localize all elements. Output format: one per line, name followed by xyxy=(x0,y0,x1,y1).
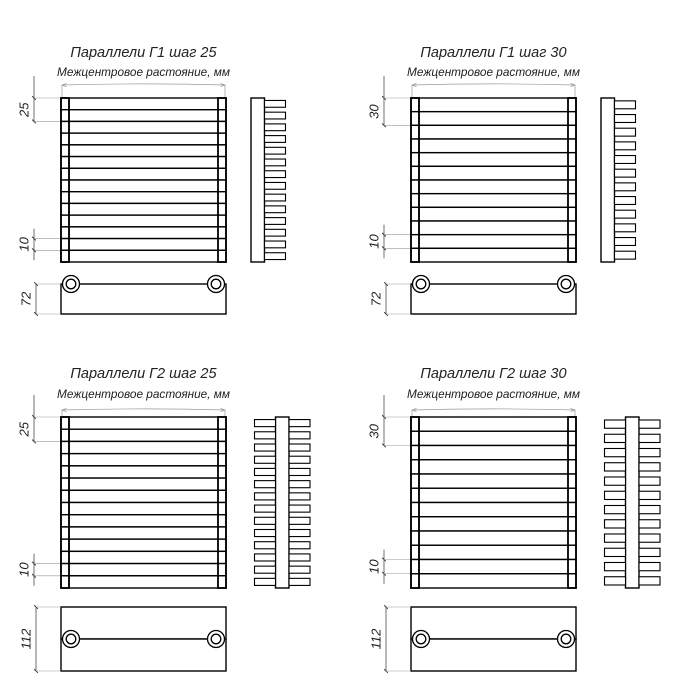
svg-text:10: 10 xyxy=(366,234,381,249)
svg-text:Параллели Г2 шаг 30: Параллели Г2 шаг 30 xyxy=(420,366,566,382)
svg-text:72: 72 xyxy=(18,291,33,306)
svg-text:30: 30 xyxy=(366,423,381,438)
svg-text:30: 30 xyxy=(366,104,381,119)
svg-text:Параллели Г2 шаг 25: Параллели Г2 шаг 25 xyxy=(70,366,217,382)
svg-text:Межцентровое растояние, мм: Межцентровое растояние, мм xyxy=(57,387,230,401)
svg-text:72: 72 xyxy=(368,291,383,306)
svg-text:Межцентровое растояние, мм: Межцентровое растояние, мм xyxy=(57,65,230,79)
svg-text:Межцентровое растояние, мм: Межцентровое растояние, мм xyxy=(407,65,580,79)
svg-text:10: 10 xyxy=(366,559,381,574)
svg-text:25: 25 xyxy=(16,421,31,437)
svg-text:10: 10 xyxy=(16,562,31,577)
svg-text:25: 25 xyxy=(16,102,31,118)
svg-text:10: 10 xyxy=(16,236,31,251)
svg-text:112: 112 xyxy=(18,628,33,649)
svg-text:112: 112 xyxy=(368,628,383,649)
svg-text:Параллели Г1 шаг 30: Параллели Г1 шаг 30 xyxy=(420,45,566,61)
svg-text:Параллели Г1 шаг 25: Параллели Г1 шаг 25 xyxy=(70,45,217,61)
svg-text:Межцентровое растояние, мм: Межцентровое растояние, мм xyxy=(407,387,580,401)
